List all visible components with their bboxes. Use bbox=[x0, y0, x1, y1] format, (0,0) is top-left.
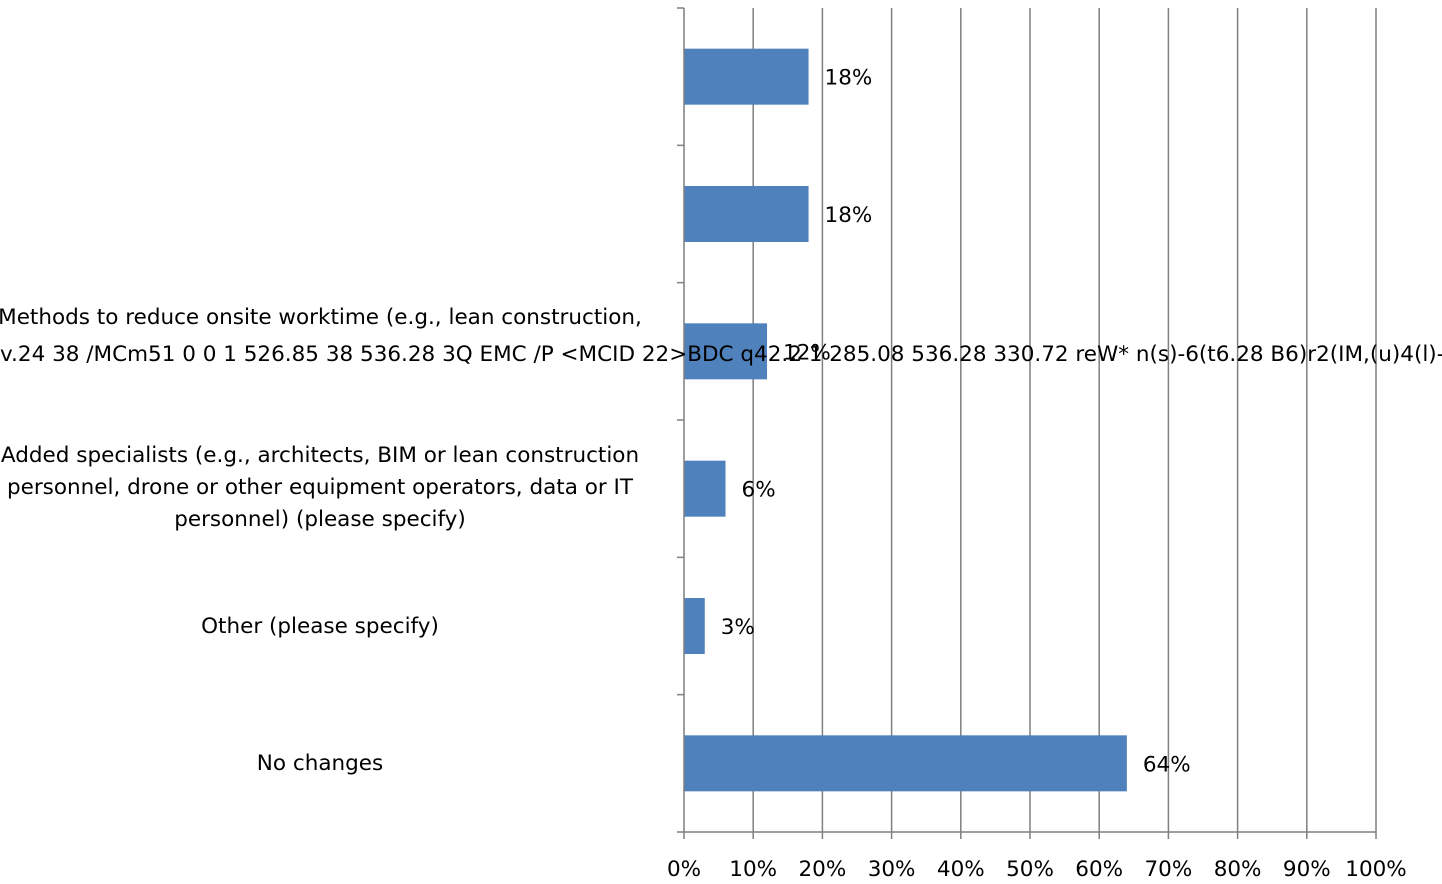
data-label: 64% bbox=[1143, 752, 1191, 777]
category-label-methods: Methods to reduce onsite worktime (e.g.,… bbox=[0, 305, 642, 330]
bar bbox=[684, 735, 1127, 792]
x-tick-label: 10% bbox=[729, 857, 777, 882]
data-label: 18% bbox=[825, 203, 873, 228]
category-label-no-changes: No changes bbox=[256, 751, 384, 776]
x-tick-label: 70% bbox=[1145, 857, 1193, 882]
overlay-garbled-text: v.24 38 /MCm51 0 0 1 526.85 38 536.28 3Q… bbox=[0, 342, 1442, 367]
data-label: 6% bbox=[742, 478, 776, 503]
x-tick-label: 0% bbox=[667, 857, 701, 882]
x-tick-label: 80% bbox=[1214, 857, 1262, 882]
x-tick-label: 60% bbox=[1075, 857, 1123, 882]
data-label: 12% bbox=[783, 340, 831, 365]
x-tick-label: 40% bbox=[937, 857, 985, 882]
x-tick-label: 50% bbox=[1006, 857, 1054, 882]
bar bbox=[684, 598, 705, 654]
bar bbox=[684, 48, 809, 105]
x-tick-label: 90% bbox=[1283, 857, 1331, 882]
data-label: 18% bbox=[825, 66, 873, 91]
category-label-other: Other (please specify) bbox=[201, 614, 439, 639]
bar bbox=[684, 323, 768, 380]
x-tick-label: 100% bbox=[1345, 857, 1406, 882]
bar bbox=[684, 460, 726, 517]
bar bbox=[684, 186, 809, 242]
data-label: 3% bbox=[721, 615, 755, 640]
x-tick-label: 20% bbox=[799, 857, 847, 882]
x-tick-label: 30% bbox=[868, 857, 916, 882]
category-label-added-specialists: Added specialists (e.g., architects, BIM… bbox=[0, 443, 640, 532]
